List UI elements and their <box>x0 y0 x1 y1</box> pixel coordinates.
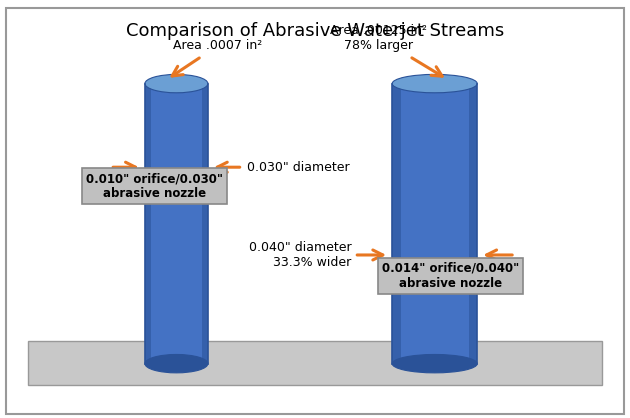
FancyBboxPatch shape <box>28 341 602 385</box>
Bar <box>392 84 478 364</box>
Ellipse shape <box>145 354 208 373</box>
Ellipse shape <box>392 354 478 373</box>
Bar <box>145 84 208 364</box>
FancyBboxPatch shape <box>6 8 624 414</box>
Bar <box>469 84 478 364</box>
Ellipse shape <box>145 74 208 93</box>
Bar <box>202 84 208 364</box>
Text: Area .00125 in²
78% larger: Area .00125 in² 78% larger <box>329 24 427 52</box>
Ellipse shape <box>392 74 478 93</box>
Bar <box>145 84 151 364</box>
Text: Area .0007 in²: Area .0007 in² <box>173 39 262 52</box>
Bar <box>392 84 401 364</box>
Text: 0.010" orifice/0.030"
abrasive nozzle: 0.010" orifice/0.030" abrasive nozzle <box>86 172 223 200</box>
Text: 0.014" orifice/0.040"
abrasive nozzle: 0.014" orifice/0.040" abrasive nozzle <box>382 262 519 290</box>
Text: 0.030" diameter: 0.030" diameter <box>247 161 350 174</box>
Text: Comparison of Abrasive Waterjet Streams: Comparison of Abrasive Waterjet Streams <box>126 22 504 41</box>
Text: 0.040" diameter
33.3% wider: 0.040" diameter 33.3% wider <box>249 241 351 269</box>
